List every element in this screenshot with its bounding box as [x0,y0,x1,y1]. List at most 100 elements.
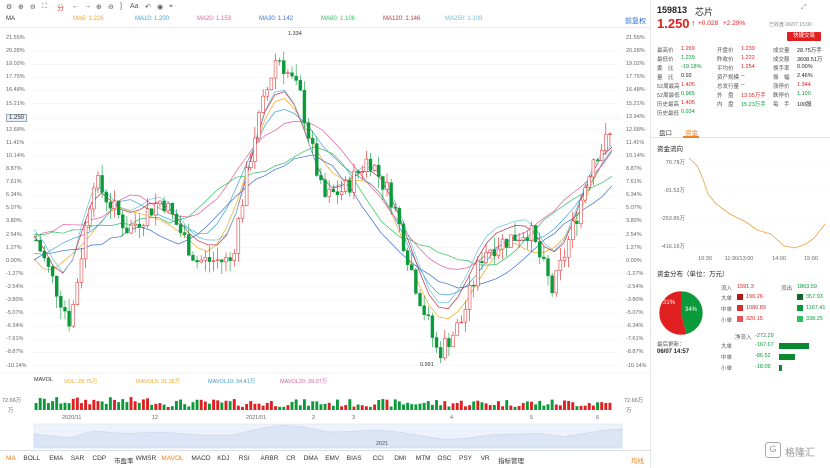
volume-bar [497,401,500,410]
candle-body [517,239,521,242]
volume-bar [38,397,42,410]
volume-bar [88,404,92,410]
timeframe-label[interactable]: 分 [57,5,64,12]
volume-bar [34,403,38,410]
indicator-tab[interactable]: BIAS [346,455,362,462]
indicator-tab[interactable]: 指标管理 [498,458,524,465]
tab-funds[interactable]: 资金 [685,130,698,137]
settings-icon[interactable]: ⚙ [6,4,13,11]
volume-bar [402,404,405,410]
candle-body [571,220,575,240]
candle-body [550,275,554,294]
quick-trade-button[interactable]: 快捷交易 [787,32,821,41]
left-arrow-icon[interactable]: ← [72,3,79,10]
volume-bar [179,399,183,410]
volume-bar [344,405,348,410]
y-axis-tick: -5.07% [6,310,24,317]
indicator-tab[interactable]: MAVOL [161,455,184,462]
indicator-tab[interactable]: MA [6,455,16,462]
indicator-tab[interactable]: VR [480,455,490,462]
indicator-tab[interactable]: 市盈率 [114,458,134,465]
zoom-out-icon[interactable]: ⊖ [30,4,36,11]
indicator-tab[interactable]: EMV [325,455,340,462]
indicator-tab[interactable]: EMA [49,455,64,462]
tab-underline [683,136,699,138]
candle-body [203,257,208,261]
net-row-name: 小单 [721,366,733,372]
volume-bar [302,399,306,410]
adjust-button[interactable]: 前复权 [625,18,646,25]
camera-icon[interactable]: ◉ [157,4,164,11]
indicator-tab[interactable]: BOLL [23,455,41,462]
fullscreen-icon[interactable]: ⛶ [42,3,47,10]
tab-orderbook[interactable]: 盘口 [659,130,672,137]
stat-value: 28.75万手 [797,48,822,54]
zoom-out-icon-2[interactable]: ⊖ [108,4,114,11]
timeline-year: 2021 [376,441,389,447]
y-axis-tick: 13.94% [626,113,645,120]
volume-bar [455,403,459,410]
volume-bar [364,406,368,410]
right-arrow-icon[interactable]: → [84,3,91,10]
indicator-tab[interactable]: CDP [92,455,107,462]
volume-bar [55,397,59,410]
overview-area [33,425,623,449]
volume-bar [75,397,79,410]
stat-label: 最高价 [657,48,674,54]
volume-bar [269,401,273,410]
candle-body [335,191,340,195]
indicator-tab[interactable]: MTM [415,455,431,462]
kline-chart[interactable] [0,28,650,450]
volume-bar [393,399,397,410]
volume-bar [492,405,496,410]
ma-toggle[interactable]: 均线 [631,458,644,465]
time-axis-tick: 2 [312,415,316,421]
volume-legend-item: MAVOL20: 39.07万 [280,379,328,385]
volume-bar [604,402,608,410]
volume-bar [108,397,112,410]
indicator-tab[interactable]: DMA [303,455,319,462]
volume-bar [356,404,360,410]
volume-bar [501,406,505,410]
volume-bar [472,401,476,410]
ma-legend-item: MA60: 1.106 [321,16,356,22]
y-axis-tick: -7.61% [626,336,644,343]
indicator-tab[interactable]: CCI [372,455,384,462]
candle-body [579,199,583,225]
y-axis-tick: -1.27% [626,270,644,277]
indicator-tab[interactable]: MACD [191,455,211,462]
candle-body [608,133,612,136]
indicator-tab[interactable]: KDJ [217,455,230,462]
y-axis-tick: 10.14% [626,152,645,159]
stat-value: 1.405 [681,82,695,88]
y-axis-tick: 3.80% [626,218,642,225]
dist-in-swatch [737,316,743,322]
volume-legend-item: VOL: 28.75万 [64,379,98,385]
indicator-tab[interactable]: OSC [437,455,452,462]
y-axis-tick: 0.00% [626,257,642,264]
candle-body [492,249,497,257]
stat-label: 52周最低 [657,93,680,99]
dist-out-swatch [797,305,803,311]
indicator-tab[interactable]: RSI [238,455,250,462]
pin-icon[interactable]: ⌖ [169,3,173,10]
dist-in-value: 190.26 [746,294,763,300]
indicator-tab[interactable]: SAR [70,455,85,462]
bracket-icon[interactable]: ] [120,3,122,10]
timeline-overview[interactable] [33,423,623,449]
indicator-tab[interactable]: PSY [459,455,473,462]
expand-icon[interactable]: ⤢ [801,4,807,11]
y-axis-left: 21.55%20.28%19.02%17.75%16.48%15.21%13.9… [2,28,32,369]
stat-label: 每 手 [773,102,790,108]
indicator-tab[interactable]: DMI [394,455,407,462]
zoom-in-icon[interactable]: ⊕ [18,4,24,11]
indicator-tab[interactable]: CR [286,455,296,462]
volume-bar [183,404,187,410]
zoom-icon[interactable]: ⊕ [96,4,102,11]
undo-icon[interactable]: ↶ [145,4,151,11]
indicator-tab[interactable]: WMSR [135,455,157,462]
candle-body [339,191,344,195]
indicator-tab[interactable]: ARBR [260,455,279,462]
text-icon[interactable]: Aa [130,3,139,10]
candle-body [344,180,348,192]
